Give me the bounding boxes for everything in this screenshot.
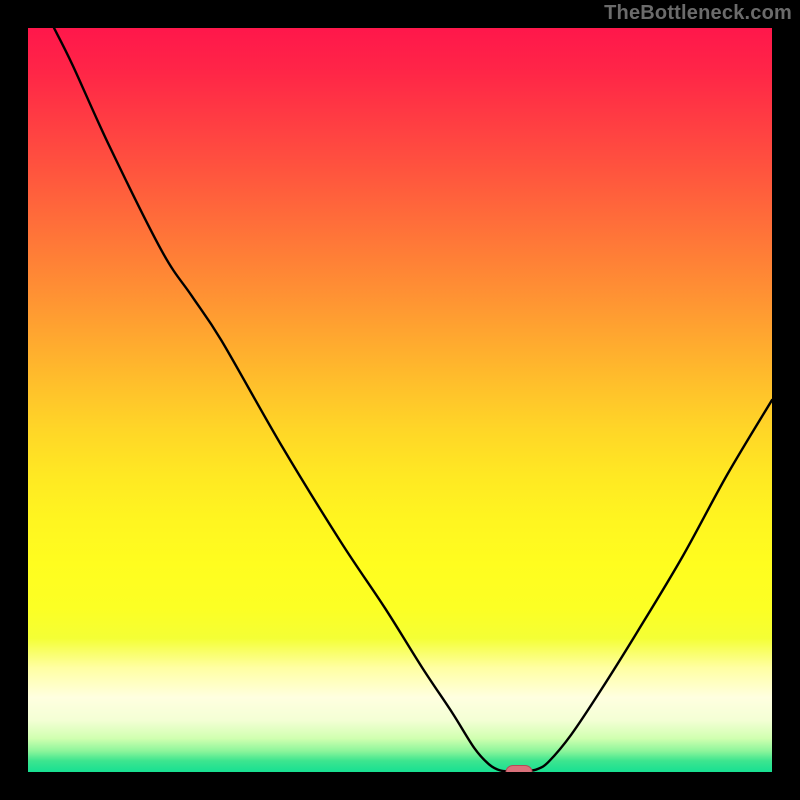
attribution-label: TheBottleneck.com bbox=[604, 2, 792, 25]
plot-area bbox=[28, 28, 772, 772]
chart-frame: TheBottleneck.com bbox=[0, 0, 800, 800]
optimum-marker bbox=[506, 766, 532, 773]
gradient-background bbox=[28, 28, 772, 772]
plot-svg bbox=[28, 28, 772, 772]
